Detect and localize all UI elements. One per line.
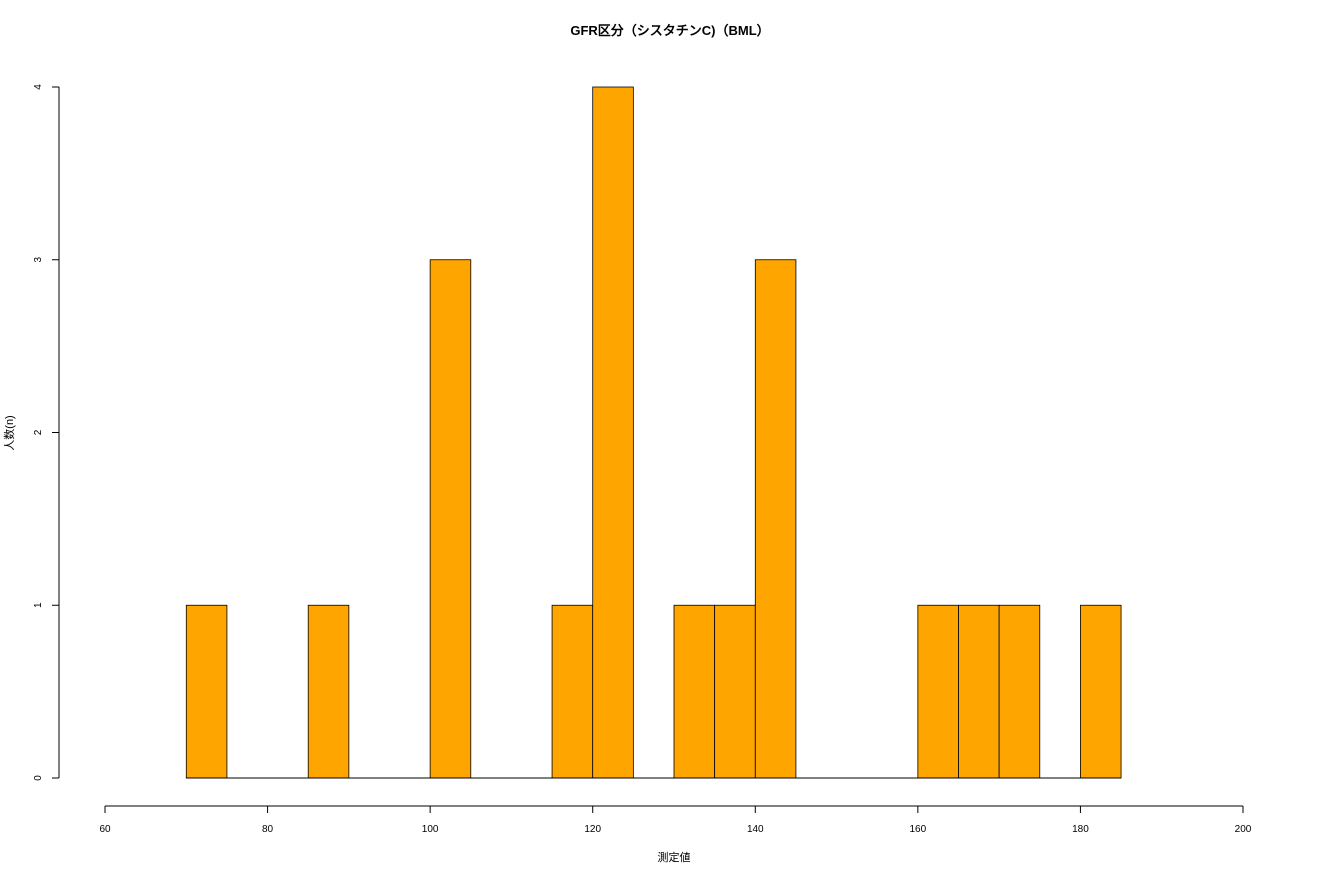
x-tick-label: 60 [99, 824, 111, 835]
y-axis: 0 1 2 3 4 [33, 84, 60, 781]
histogram-bar [917, 604, 959, 779]
x-tick-label: 80 [262, 824, 274, 835]
y-tick-label: 0 [33, 775, 44, 781]
y-tick-label: 4 [33, 84, 44, 90]
histogram-bar [429, 259, 472, 779]
y-tick-label: 2 [33, 429, 44, 435]
histogram-bar [1080, 604, 1122, 779]
histogram-bar [714, 604, 756, 779]
histogram-bar [307, 604, 350, 779]
x-tick-label: 180 [1072, 824, 1089, 835]
bars-group [185, 86, 1122, 779]
histogram-bar [754, 259, 797, 779]
histogram-bar [998, 604, 1041, 779]
y-tick-label: 1 [33, 602, 44, 608]
x-tick-label: 100 [422, 824, 439, 835]
histogram-bar [185, 604, 228, 779]
histogram-bar [551, 604, 594, 779]
x-axis-label: 測定値 [658, 850, 691, 864]
x-tick-label: 200 [1235, 824, 1252, 835]
x-tick-label: 160 [910, 824, 927, 835]
x-tick-label: 140 [747, 824, 764, 835]
histogram-bar [592, 86, 634, 779]
histogram-bar [958, 604, 1000, 779]
histogram-bar [673, 604, 716, 779]
y-tick-label: 3 [33, 257, 44, 263]
y-axis-label: 人数(n) [3, 415, 16, 450]
x-tick-label: 120 [584, 824, 601, 835]
x-axis: 60 80 100 120 140 160 180 200 [99, 805, 1252, 835]
chart-title: GFR区分（シスタチンC)（BML） [570, 23, 769, 38]
